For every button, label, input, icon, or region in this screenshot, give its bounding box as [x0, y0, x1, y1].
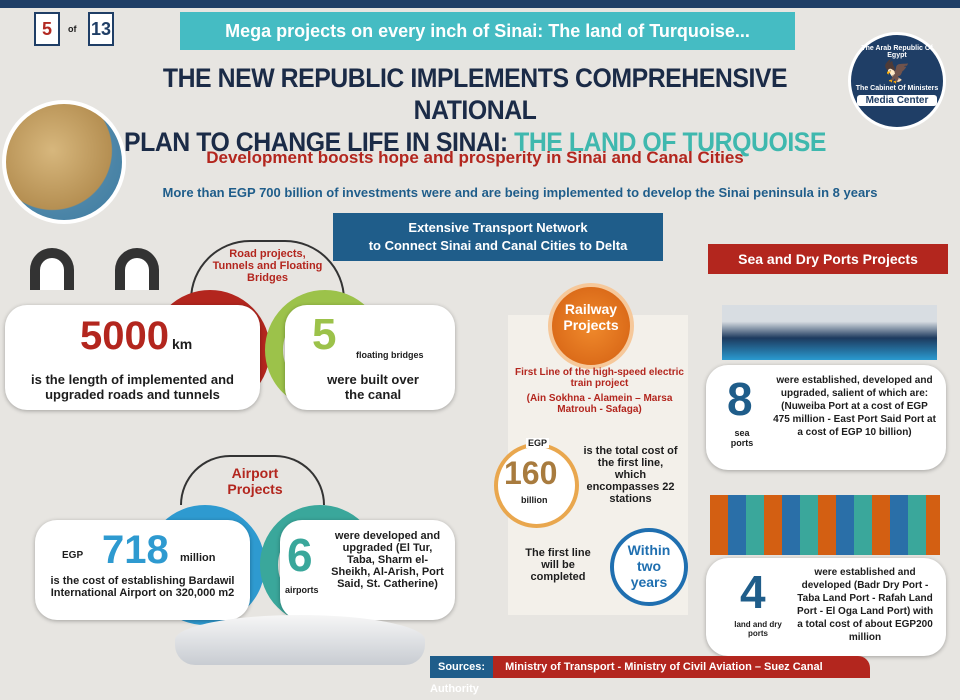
- dry-port-containers-image: [710, 495, 940, 555]
- railway-cost-ring: [494, 443, 579, 528]
- logo-label: Media Center: [857, 95, 937, 106]
- roads-km-text: is the length of implemented and upgrade…: [31, 372, 234, 402]
- sinai-map-image: [2, 100, 126, 224]
- sources-label: Sources:: [430, 656, 494, 678]
- railway-route: (Ain Sokhna - Alamein – Marsa Matrouh - …: [526, 393, 673, 415]
- headline: THE NEW REPUBLIC IMPLEMENTS COMPREHENSIV…: [112, 62, 839, 158]
- sea-ports-text: were established, developed and upgraded…: [773, 375, 936, 438]
- airport-cost-card: [35, 520, 250, 620]
- railway-cost-unit: billion: [521, 495, 548, 505]
- sources-bar: Sources: Ministry of Transport - Ministry…: [430, 656, 870, 695]
- airports-count-card: [280, 520, 455, 620]
- media-center-logo: The Arab Republic Of Egypt 🦅 The Cabinet…: [848, 32, 946, 130]
- airport-cost-unit: million: [180, 552, 216, 564]
- transport-line1: Extensive Transport Network: [408, 220, 588, 235]
- page-total: 13: [88, 12, 114, 46]
- roads-card: [5, 305, 260, 410]
- cargo-ship-image: [722, 305, 937, 360]
- airports-count-text: were developed and upgraded (El Tur, Tab…: [331, 530, 444, 590]
- airports-title: Airport Projects: [227, 465, 283, 497]
- eagle-icon: 🦅: [883, 59, 911, 84]
- roads-title: Road projects, Tunnels and Floating Brid…: [212, 248, 323, 284]
- top-banner: Mega projects on every inch of Sinai: Th…: [180, 12, 795, 50]
- transport-line2: to Connect Sinai and Canal Cities to Del…: [368, 238, 628, 253]
- ports-title: Sea and Dry Ports Projects: [708, 244, 948, 274]
- investment-text: More than EGP 700 billion of investments…: [162, 185, 878, 200]
- subtitle: Development boosts hope and prosperity i…: [206, 148, 744, 167]
- sea-ports-unit: sea ports: [730, 428, 754, 448]
- tunnel-icon: [30, 248, 74, 290]
- bridges-unit: floating bridges: [356, 350, 424, 360]
- headline-line1: THE NEW REPUBLIC IMPLEMENTS COMPREHENSIV…: [162, 63, 788, 125]
- top-bar: [0, 0, 960, 8]
- logo-bottom-text: The Cabinet Of Ministers: [855, 85, 939, 92]
- airplane-image: [175, 615, 425, 665]
- page-of: of: [68, 24, 77, 34]
- railway-completion-text: The first line will be completed: [525, 547, 591, 583]
- airport-cost-value: 718: [102, 528, 169, 572]
- tunnel-icon: [115, 248, 159, 290]
- headline-highlight: THE LAND OF TURQUOISE: [514, 127, 826, 157]
- land-ports-text: were established and developed (Badr Dry…: [796, 567, 934, 643]
- airport-cost-prefix: EGP: [62, 550, 84, 561]
- railway-cost-value: 160: [504, 455, 558, 491]
- bridges-value: 5: [312, 310, 337, 359]
- transport-header: Extensive Transport Network to Connect S…: [333, 213, 663, 261]
- bridges-text: were built over the canal: [327, 372, 419, 402]
- railway-cost-prefix: EGP: [526, 438, 550, 448]
- roads-km-value: 5000: [80, 314, 169, 358]
- sea-ports-value: 8: [727, 373, 753, 425]
- land-ports-value: 4: [740, 566, 766, 618]
- airport-cost-text: is the cost of establishing Bardawil Int…: [50, 575, 235, 599]
- headline-line2: PLAN TO CHANGE LIFE IN SINAI: THE LAND O…: [112, 126, 839, 158]
- airports-count-value: 6: [287, 529, 313, 581]
- sea-ports-card: [706, 365, 946, 470]
- headline-part: PLAN TO CHANGE LIFE IN SINAI:: [124, 127, 515, 157]
- railway-line-text: First Line of the high-speed electric tr…: [515, 367, 684, 389]
- bridges-card: [285, 305, 455, 410]
- airports-count-unit: airports: [285, 585, 319, 595]
- logo-top-text: The Arab Republic Of Egypt: [861, 45, 933, 59]
- roads-km-unit: km: [172, 336, 193, 352]
- land-ports-unit: land and dry ports: [734, 620, 782, 638]
- railway-cost-text: is the total cost of the first line, whi…: [583, 445, 678, 505]
- railway-completion-time: Within two years: [610, 528, 688, 606]
- railway-title: Railway Projects: [548, 283, 634, 369]
- land-ports-card: [706, 558, 946, 656]
- page-current: 5: [34, 12, 60, 46]
